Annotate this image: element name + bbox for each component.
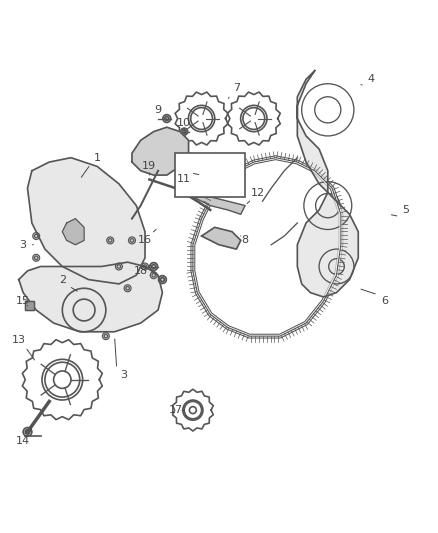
Text: 2: 2 [59, 274, 66, 285]
Circle shape [124, 285, 131, 292]
Circle shape [128, 237, 135, 244]
Text: 7: 7 [233, 83, 240, 93]
Text: 11: 11 [177, 174, 191, 184]
Text: 10: 10 [177, 118, 191, 128]
Circle shape [212, 160, 243, 190]
Circle shape [150, 263, 158, 270]
Text: 5: 5 [403, 205, 410, 215]
Polygon shape [28, 158, 145, 284]
Text: 12: 12 [251, 188, 265, 198]
Text: 3: 3 [20, 240, 27, 250]
Text: 17: 17 [169, 405, 183, 415]
Text: 9: 9 [155, 105, 162, 115]
Polygon shape [201, 228, 241, 249]
Circle shape [33, 254, 40, 261]
FancyBboxPatch shape [176, 154, 245, 197]
Polygon shape [19, 262, 162, 332]
Text: 6: 6 [381, 296, 388, 306]
Polygon shape [297, 71, 358, 297]
Circle shape [33, 232, 40, 239]
Circle shape [23, 427, 32, 436]
Circle shape [150, 158, 157, 166]
Circle shape [163, 115, 171, 123]
Circle shape [150, 272, 157, 279]
Circle shape [159, 276, 166, 284]
Polygon shape [25, 301, 34, 310]
Circle shape [184, 171, 193, 180]
Text: 1: 1 [94, 152, 101, 163]
Text: 4: 4 [368, 75, 375, 84]
Text: 15: 15 [16, 296, 30, 306]
Text: 18: 18 [134, 266, 148, 276]
Text: 14: 14 [16, 435, 30, 446]
Circle shape [116, 263, 122, 270]
Polygon shape [132, 127, 188, 175]
Text: 13: 13 [12, 335, 26, 345]
Text: 3: 3 [120, 370, 127, 381]
Circle shape [141, 136, 176, 171]
Text: 8: 8 [241, 236, 249, 245]
Polygon shape [62, 219, 84, 245]
Text: 19: 19 [142, 161, 156, 172]
Circle shape [163, 158, 170, 166]
Circle shape [181, 128, 187, 135]
Text: 16: 16 [138, 236, 152, 245]
Polygon shape [193, 197, 245, 214]
Circle shape [102, 333, 110, 340]
Circle shape [107, 237, 114, 244]
Circle shape [141, 263, 148, 270]
